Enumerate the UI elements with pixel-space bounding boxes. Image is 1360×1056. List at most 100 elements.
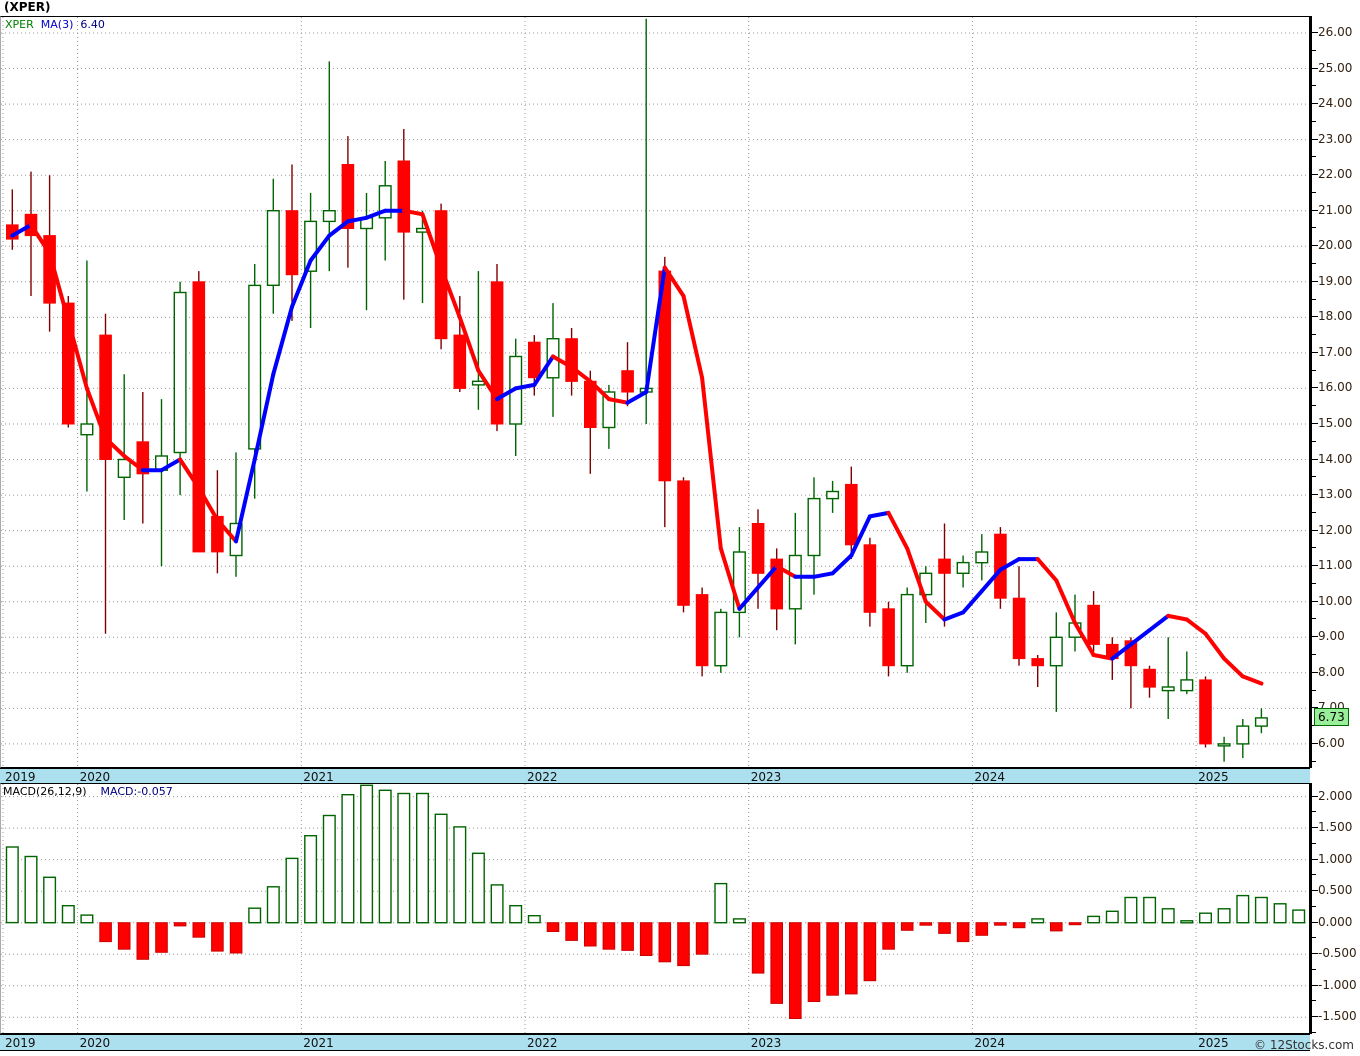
macd-axis-minor-tick bbox=[1312, 842, 1316, 844]
price-axis-tickmark bbox=[1312, 636, 1318, 638]
legend-ma-label: MA(3) bbox=[40, 18, 74, 31]
price-axis-tickmark bbox=[1312, 103, 1318, 105]
macd-axis-tickmark bbox=[1312, 795, 1318, 797]
price-axis-minor-tick bbox=[1312, 405, 1316, 407]
price-axis-minor-tick bbox=[1312, 476, 1316, 478]
page-title: (XPER) bbox=[4, 0, 51, 14]
x-axis-band-bottom: 2019 2020 2021 2022 2023 2024 2025 bbox=[0, 1034, 1310, 1051]
legend-macd-indicator: MACD(26,12,9) bbox=[3, 785, 87, 798]
legend-macd-value: MACD:-0.057 bbox=[100, 785, 173, 798]
price-axis-minor-tick bbox=[1312, 191, 1316, 193]
price-axis-minor-tick bbox=[1312, 582, 1316, 584]
price-axis-minor-tick bbox=[1312, 440, 1316, 442]
macd-axis-minor-tick bbox=[1312, 1032, 1316, 1033]
price-y-axis: 26.00 25.00 24.00 23.00 22.00 21.00 20.00 19.00… bbox=[1310, 16, 1360, 768]
macd-axis-tickmark bbox=[1312, 953, 1318, 955]
price-plot-area[interactable] bbox=[1, 17, 1309, 767]
price-axis-tick: 17.00 bbox=[1318, 344, 1353, 359]
price-axis-tickmark bbox=[1312, 671, 1318, 673]
price-axis-tickmark bbox=[1312, 529, 1318, 531]
legend-symbol: XPER bbox=[5, 18, 34, 31]
price-axis-minor-tick bbox=[1312, 618, 1316, 620]
watermark: © 12Stocks.com bbox=[1254, 1038, 1354, 1052]
price-axis-tickmark bbox=[1312, 67, 1318, 69]
price-axis-minor-tick bbox=[1312, 547, 1316, 549]
price-axis-tickmark bbox=[1312, 494, 1318, 496]
price-chart-panel[interactable] bbox=[0, 16, 1310, 768]
legend-ma-value: 6.40 bbox=[80, 18, 105, 31]
price-axis-tick: 24.00 bbox=[1318, 96, 1353, 111]
macd-axis-tick: -0.500 bbox=[1318, 946, 1357, 961]
price-axis-tick: 25.00 bbox=[1318, 60, 1353, 75]
macd-axis-tick: -1.500 bbox=[1318, 1009, 1357, 1024]
macd-axis-minor-tick bbox=[1312, 1000, 1316, 1002]
price-axis-minor-tick bbox=[1312, 49, 1316, 51]
price-axis-tick: 20.00 bbox=[1318, 238, 1353, 253]
x-axis-year-label: 2020 bbox=[79, 1036, 111, 1050]
price-axis-tick: 6.00 bbox=[1318, 735, 1345, 750]
price-axis-tick: 26.00 bbox=[1318, 24, 1353, 39]
price-axis-tickmark bbox=[1312, 174, 1318, 176]
x-axis-year-label: 2025 bbox=[1198, 770, 1229, 784]
price-axis-tick: 8.00 bbox=[1318, 664, 1345, 679]
price-axis-minor-tick bbox=[1312, 511, 1316, 513]
x-axis-year-label: 2022 bbox=[527, 770, 558, 784]
price-axis-tick: 22.00 bbox=[1318, 167, 1353, 182]
price-axis-tickmark bbox=[1312, 351, 1318, 353]
price-axis-tick: 9.00 bbox=[1318, 629, 1345, 644]
price-axis-minor-tick bbox=[1312, 298, 1316, 300]
macd-axis-tick: 2.000 bbox=[1318, 788, 1353, 803]
price-axis-minor-tick bbox=[1312, 120, 1316, 122]
price-axis-tick: 18.00 bbox=[1318, 309, 1353, 324]
macd-axis-minor-tick bbox=[1312, 905, 1316, 907]
price-axis-minor-tick bbox=[1312, 334, 1316, 336]
macd-axis-tickmark bbox=[1312, 921, 1318, 923]
price-axis-minor-tick bbox=[1312, 369, 1316, 371]
price-axis-tickmark bbox=[1312, 31, 1318, 33]
macd-plot-area[interactable] bbox=[1, 784, 1309, 1033]
price-axis-minor-tick bbox=[1312, 760, 1316, 762]
price-axis-tick: 16.00 bbox=[1318, 380, 1353, 395]
x-axis-year-label: 2025 bbox=[1198, 1036, 1229, 1050]
macd-axis-minor-tick bbox=[1312, 968, 1316, 970]
price-axis-tick: 14.00 bbox=[1318, 451, 1353, 466]
macd-axis-tick: 1.000 bbox=[1318, 851, 1353, 866]
macd-axis-tick: 0.000 bbox=[1318, 914, 1353, 929]
price-axis-tickmark bbox=[1312, 458, 1318, 460]
price-axis-tick: 10.00 bbox=[1318, 593, 1353, 608]
price-axis-tick: 11.00 bbox=[1318, 558, 1353, 573]
macd-axis-tick: 1.500 bbox=[1318, 820, 1353, 835]
price-axis-tickmark bbox=[1312, 707, 1318, 709]
macd-axis-tickmark bbox=[1312, 1016, 1318, 1018]
x-axis-year-label: 2024 bbox=[974, 1036, 1005, 1050]
price-axis-tickmark bbox=[1312, 316, 1318, 318]
price-axis-tick: 23.00 bbox=[1318, 131, 1353, 146]
price-axis-tickmark bbox=[1312, 138, 1318, 140]
macd-chart-panel[interactable] bbox=[0, 783, 1310, 1034]
price-axis-tickmark bbox=[1312, 387, 1318, 389]
price-axis-tickmark bbox=[1312, 742, 1318, 744]
price-axis-tick: 19.00 bbox=[1318, 273, 1353, 288]
price-axis-tickmark bbox=[1312, 600, 1318, 602]
price-axis-tickmark bbox=[1312, 565, 1318, 567]
price-axis-minor-tick bbox=[1312, 227, 1316, 229]
macd-axis-tickmark bbox=[1312, 858, 1318, 860]
x-axis-year-label: 2021 bbox=[303, 770, 334, 784]
x-axis-year-label: 2021 bbox=[303, 1036, 334, 1050]
price-axis-tickmark bbox=[1312, 209, 1318, 211]
macd-axis-tickmark bbox=[1312, 890, 1318, 892]
price-axis-tick: 12.00 bbox=[1318, 522, 1353, 537]
macd-axis-tickmark bbox=[1312, 827, 1318, 829]
macd-y-axis: 2.000 1.500 1.000 0.500 0.000 -0.500 -1.000 -1.… bbox=[1310, 783, 1360, 1034]
macd-axis-minor-tick bbox=[1312, 937, 1316, 939]
macd-axis-tick: -1.000 bbox=[1318, 977, 1357, 992]
price-axis-minor-tick bbox=[1312, 85, 1316, 87]
macd-axis-tick: 0.500 bbox=[1318, 883, 1353, 898]
price-axis-minor-tick bbox=[1312, 156, 1316, 158]
price-axis-tick: 15.00 bbox=[1318, 415, 1353, 430]
x-axis-year-label: 2023 bbox=[750, 770, 782, 784]
price-axis-minor-tick bbox=[1312, 263, 1316, 265]
price-axis-minor-tick bbox=[1312, 689, 1316, 691]
x-axis-year-label: 2019 bbox=[5, 1036, 36, 1050]
